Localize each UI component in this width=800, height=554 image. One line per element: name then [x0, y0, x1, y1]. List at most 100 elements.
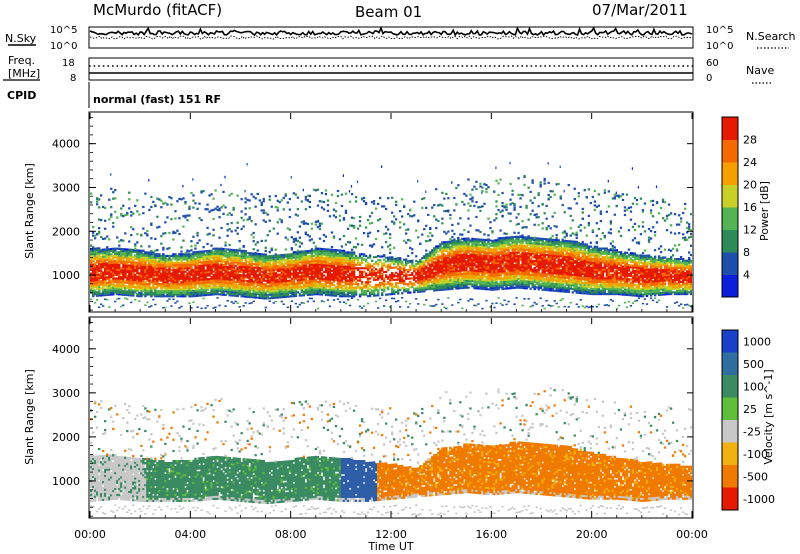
power-cell — [108, 198, 111, 201]
power-cell — [176, 283, 179, 286]
power-cell — [423, 303, 426, 306]
power-cell — [401, 271, 404, 274]
power-cell — [326, 271, 330, 274]
power-cell — [98, 270, 101, 273]
power-cell — [150, 249, 153, 253]
power-cell — [350, 268, 354, 272]
power-cell — [304, 250, 308, 253]
power-cell — [352, 226, 356, 229]
power-cell — [437, 280, 440, 283]
power-cell — [280, 285, 284, 288]
power-cell — [242, 265, 245, 268]
power-cell — [256, 265, 260, 268]
power-cell — [362, 267, 366, 270]
power-cell — [242, 295, 245, 298]
power-cell — [262, 277, 266, 281]
power-cell — [206, 281, 209, 284]
power-cell — [338, 263, 342, 266]
power-cell — [182, 293, 185, 296]
power-cell — [148, 306, 151, 308]
power-cell — [124, 251, 127, 254]
power-cell — [258, 284, 262, 287]
power-cell — [154, 237, 157, 240]
power-cell — [276, 275, 280, 278]
power-cell — [100, 248, 103, 251]
power-cell — [106, 264, 109, 267]
power-cell — [377, 275, 380, 278]
power-cell — [332, 235, 336, 238]
power-cell — [256, 263, 260, 266]
power-cell — [322, 208, 326, 211]
power-cell — [106, 257, 109, 260]
power-cell — [320, 268, 324, 272]
power-cell — [224, 281, 227, 284]
power-cell — [154, 274, 157, 277]
power-cell — [156, 286, 159, 289]
power-cell — [182, 272, 185, 275]
power-cell — [252, 259, 255, 262]
power-cell — [348, 251, 352, 254]
power-cell — [284, 283, 288, 286]
power-cell — [463, 260, 466, 263]
power-cell — [308, 284, 312, 288]
power-cell — [264, 246, 267, 249]
power-cell — [463, 244, 466, 247]
power-cell — [108, 279, 111, 282]
power-cell — [228, 294, 231, 297]
power-cell — [158, 268, 161, 272]
power-cell — [306, 292, 310, 295]
power-cell — [270, 258, 274, 261]
power-cell — [194, 272, 197, 275]
power-cell — [244, 253, 247, 256]
power-cell — [395, 275, 398, 278]
power-cell — [383, 279, 386, 282]
power-cell — [447, 281, 450, 284]
power-cell — [298, 271, 302, 274]
power-cell — [108, 270, 111, 274]
power-cell — [96, 257, 99, 261]
power-cell — [130, 282, 133, 285]
power-cell — [352, 245, 356, 249]
power-cell — [144, 284, 147, 287]
power-cell — [310, 293, 314, 296]
power-cell — [364, 202, 368, 206]
power-cell — [144, 277, 147, 280]
power-cell — [98, 273, 101, 276]
power-cell — [368, 288, 372, 291]
power-cell — [360, 258, 364, 261]
power-cell — [226, 278, 229, 281]
power-cell — [230, 301, 233, 303]
power-cell — [282, 285, 286, 288]
power-cell — [459, 271, 462, 274]
power-cell — [134, 273, 137, 276]
power-cell — [148, 260, 151, 263]
power-cell — [128, 276, 131, 279]
power-cell — [377, 290, 380, 293]
power-cell — [441, 272, 444, 276]
power-cell — [198, 261, 201, 264]
power-cell — [232, 206, 235, 210]
nsky-tick-bottom: 10^0 — [50, 41, 77, 52]
power-cell — [425, 256, 428, 259]
power-cell — [184, 214, 187, 217]
power-cell — [244, 271, 247, 274]
power-cell — [453, 196, 456, 200]
power-cell — [352, 265, 356, 268]
power-cell — [138, 291, 141, 294]
power-cell — [250, 271, 253, 274]
power-cell — [465, 274, 468, 277]
power-cell — [210, 279, 213, 282]
power-cell — [435, 218, 438, 221]
power-cell — [356, 227, 360, 230]
power-cell — [290, 267, 294, 270]
power-cell — [262, 276, 266, 279]
power-cell — [409, 291, 412, 294]
power-cell — [126, 213, 129, 216]
power-cell — [459, 264, 462, 267]
power-cell — [248, 257, 251, 260]
power-cell — [296, 287, 300, 290]
power-cell — [98, 275, 101, 278]
power-cell — [286, 201, 290, 204]
power-cell — [150, 251, 153, 254]
power-cell — [306, 258, 310, 261]
